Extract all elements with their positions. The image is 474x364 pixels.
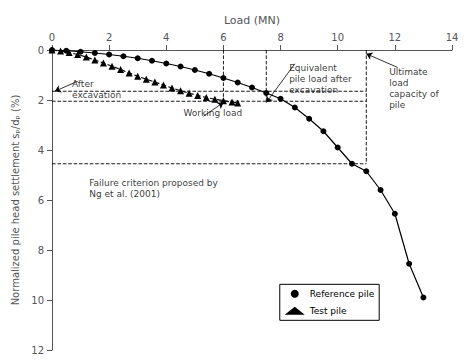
svg-text:capacity of: capacity of xyxy=(389,89,439,99)
svg-text:excavation: excavation xyxy=(72,90,121,100)
svg-text:4: 4 xyxy=(38,145,44,156)
svg-text:2: 2 xyxy=(106,32,112,43)
svg-text:excavation: excavation xyxy=(289,85,338,95)
svg-text:14: 14 xyxy=(446,32,459,43)
svg-text:2: 2 xyxy=(38,95,44,106)
svg-text:6: 6 xyxy=(38,195,44,206)
svg-text:load: load xyxy=(389,78,408,88)
svg-text:Failure criterion proposed by: Failure criterion proposed by xyxy=(89,178,218,188)
svg-text:10: 10 xyxy=(31,295,44,306)
svg-text:8: 8 xyxy=(277,32,283,43)
svg-text:4: 4 xyxy=(163,32,169,43)
svg-text:Reference pile: Reference pile xyxy=(310,289,375,299)
svg-text:0: 0 xyxy=(38,45,44,56)
svg-text:Test pile: Test pile xyxy=(309,306,347,316)
svg-text:8: 8 xyxy=(38,245,44,256)
svg-text:Working load: Working load xyxy=(183,108,242,118)
svg-text:10: 10 xyxy=(331,32,344,43)
svg-text:6: 6 xyxy=(220,32,226,43)
svg-text:Ultimate: Ultimate xyxy=(389,67,428,77)
svg-text:12: 12 xyxy=(31,345,44,356)
svg-text:12: 12 xyxy=(388,32,401,43)
svg-text:0: 0 xyxy=(49,32,55,43)
svg-text:pile load after: pile load after xyxy=(289,74,352,84)
svg-text:Ng et al. (2001): Ng et al. (2001) xyxy=(89,189,160,199)
svg-text:Load (MN): Load (MN) xyxy=(224,14,280,27)
svg-text:Equivalent: Equivalent xyxy=(289,63,337,73)
svg-text:pile: pile xyxy=(389,100,406,110)
svg-text:Normalized pile head settlemen: Normalized pile head settlement sₚ/dₚ (%… xyxy=(10,95,21,306)
svg-text:After: After xyxy=(72,79,94,89)
